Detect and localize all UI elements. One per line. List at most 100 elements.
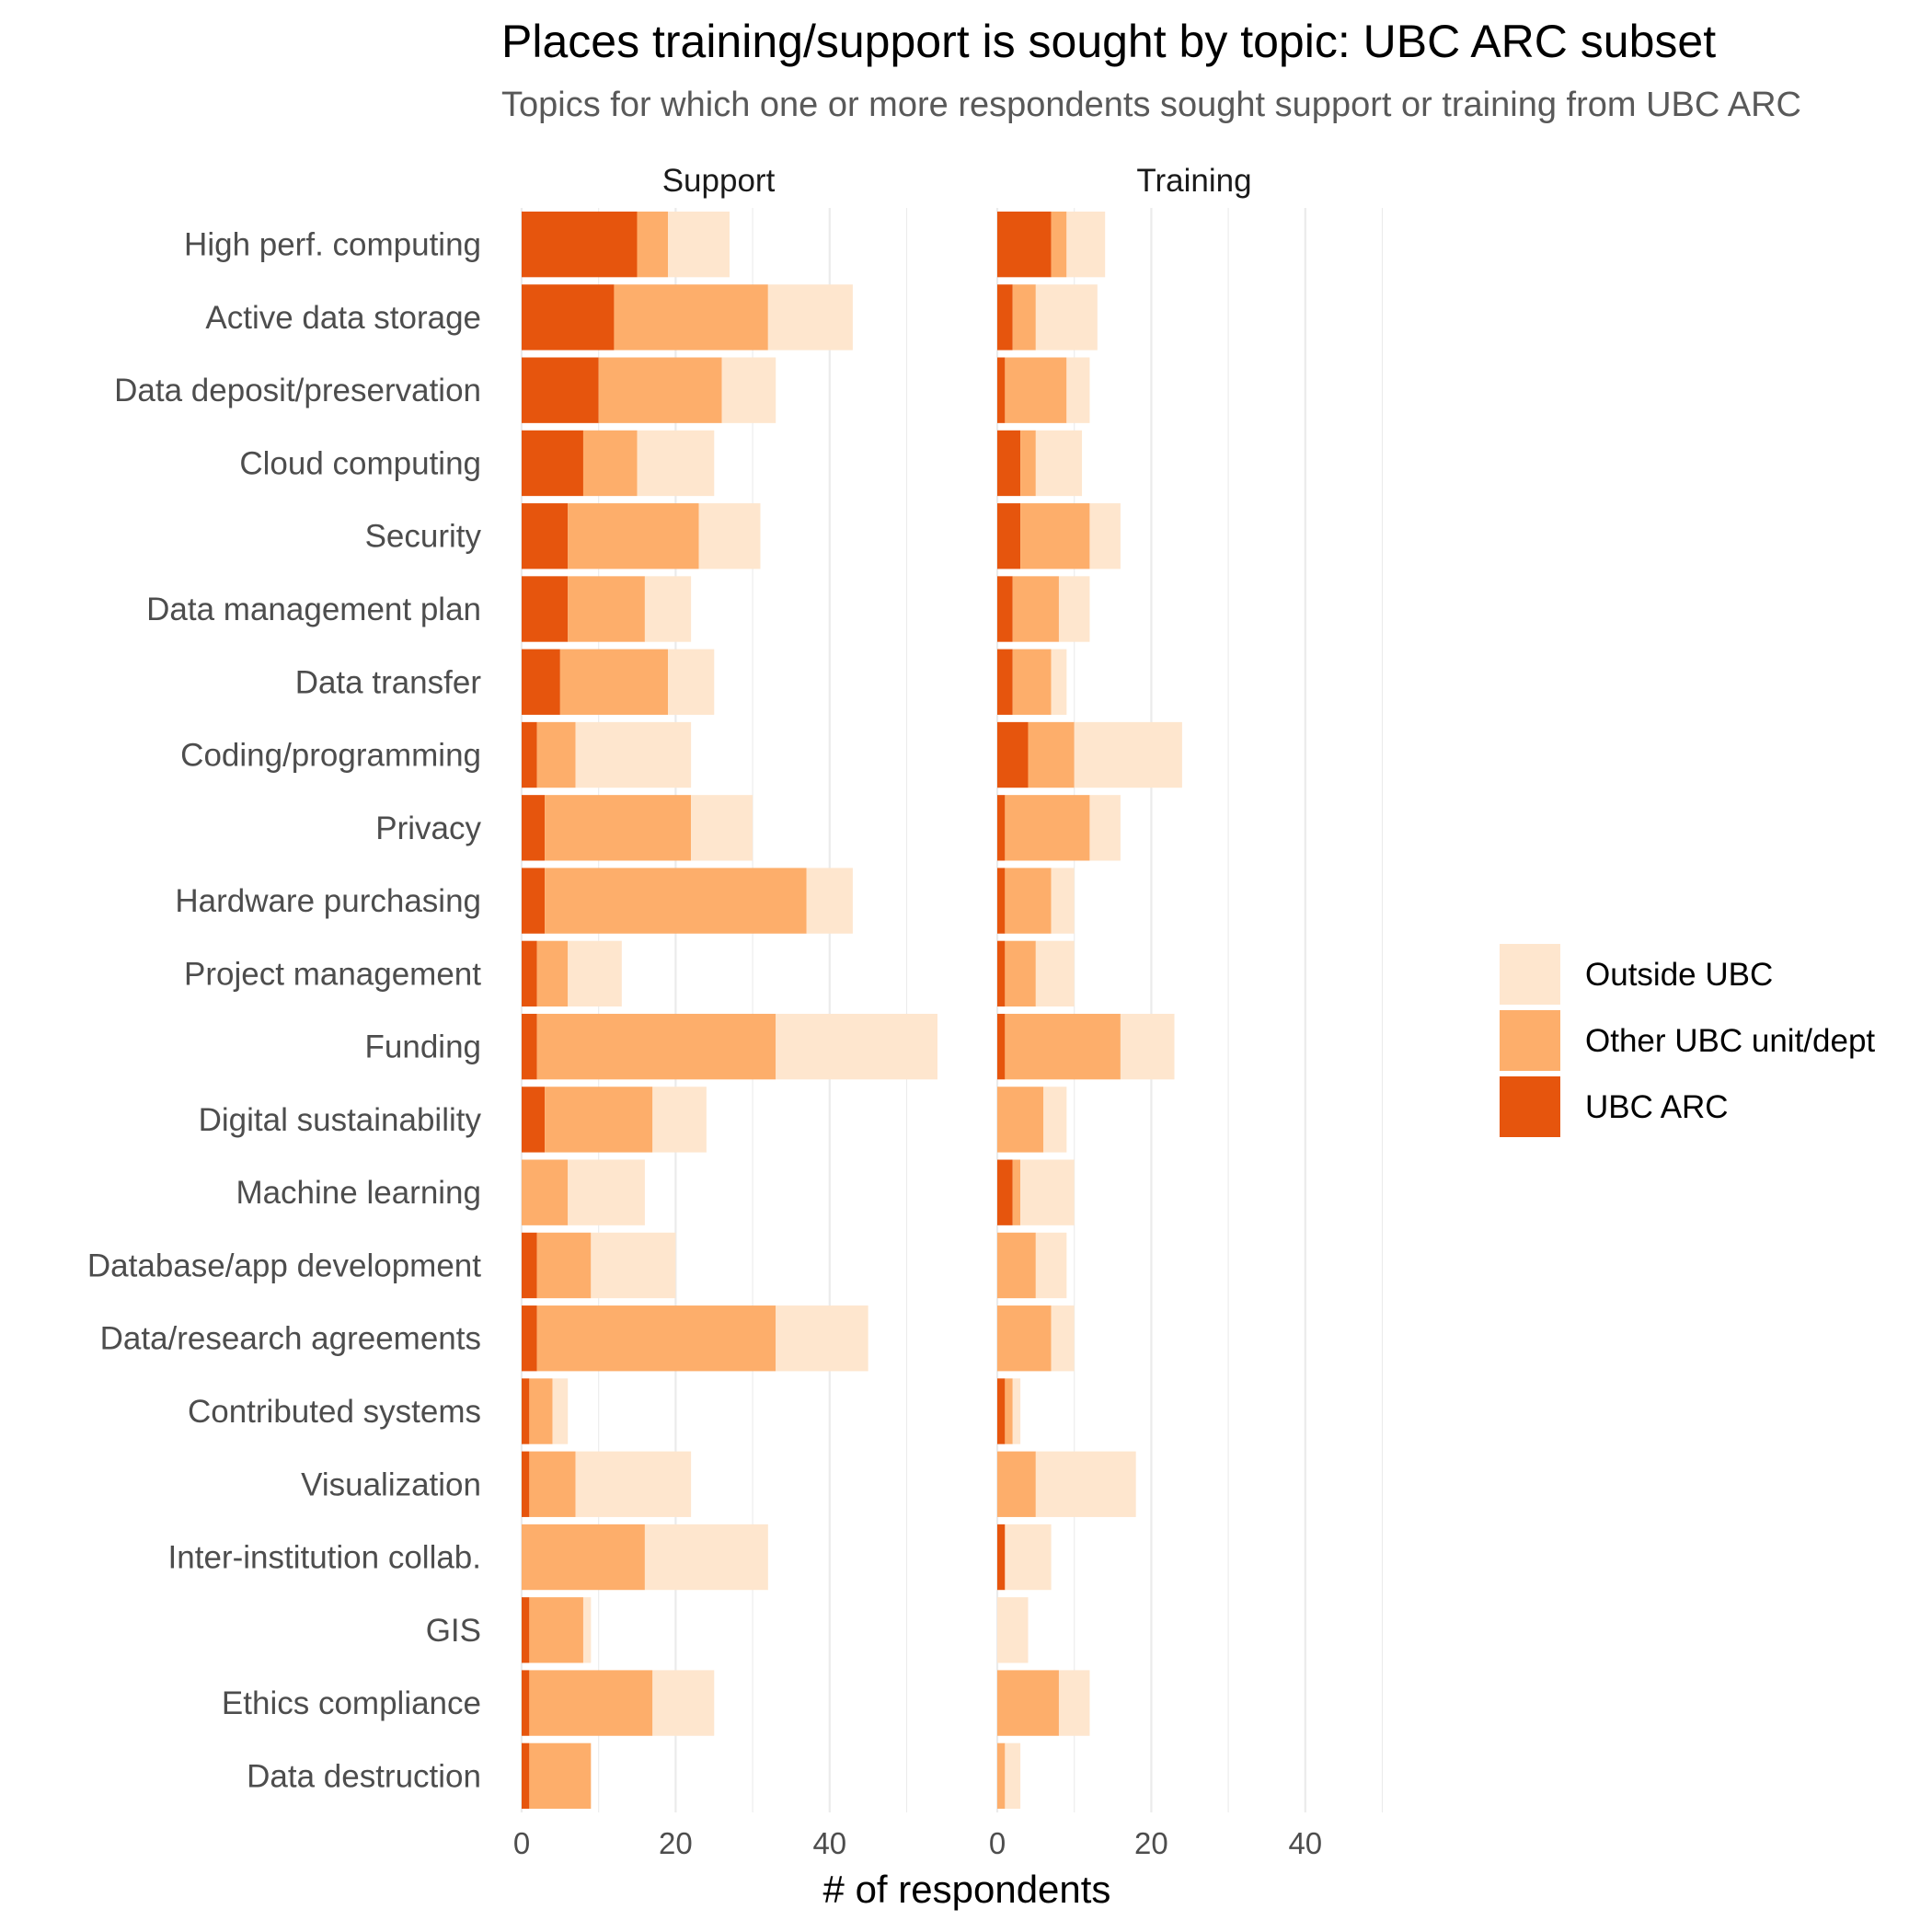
- category-label-funding: Funding: [365, 1029, 481, 1065]
- facet-label-training: Training: [1136, 163, 1251, 199]
- category-labels: High perf. computing Active data storage D…: [87, 227, 482, 1795]
- bar-training-data-destruction-other-ubc-unit-dept: [997, 1742, 1006, 1810]
- bar-training-digital-sustainability-outside-ubc: [1043, 1087, 1067, 1153]
- bar-support-visualization-outside-ubc: [575, 1451, 692, 1517]
- bar-training-cloud-computing-ubc-arc: [997, 430, 1021, 497]
- bar-training-coding-programming-ubc-arc: [997, 721, 1029, 788]
- category-label-gis: GIS: [426, 1613, 481, 1649]
- bar-training-privacy-outside-ubc: [1089, 795, 1121, 861]
- category-label-hardware-purchasing: Hardware purchasing: [175, 883, 481, 919]
- x-tick-support-0: 0: [513, 1826, 530, 1860]
- bar-support-visualization-ubc-arc: [522, 1451, 530, 1517]
- bar-training-high-perf-computing-other-ubc-unit-dept: [1051, 211, 1067, 278]
- category-label-data-research-agreements: Data/research agreements: [100, 1321, 481, 1357]
- bar-support-data-research-agreements-ubc-arc: [522, 1305, 537, 1372]
- bar-support-digital-sustainability-ubc-arc: [522, 1087, 546, 1153]
- panel-support: Support 0 20 40: [513, 163, 937, 1860]
- bar-support-coding-programming-other-ubc-unit-dept: [536, 721, 576, 788]
- category-label-project-management: Project management: [184, 956, 481, 992]
- bar-support-funding-other-ubc-unit-dept: [536, 1013, 776, 1080]
- legend-swatch-other-ubc-unit-dept: [1500, 1010, 1560, 1071]
- bar-support-funding-ubc-arc: [522, 1013, 537, 1080]
- bar-support-data-management-plan-outside-ubc: [644, 576, 692, 642]
- category-label-data-management-plan: Data management plan: [146, 592, 481, 627]
- category-label-inter-institution-collab: Inter-institution collab.: [168, 1540, 481, 1576]
- bar-support-hardware-purchasing-outside-ubc: [806, 868, 853, 934]
- bar-training-privacy-other-ubc-unit-dept: [1005, 795, 1090, 861]
- x-tick-training-40: 40: [1288, 1826, 1322, 1860]
- bar-training-hardware-purchasing-outside-ubc: [1051, 868, 1075, 934]
- bar-training-data-research-agreements-other-ubc-unit-dept: [997, 1305, 1052, 1372]
- bar-training-visualization-other-ubc-unit-dept: [997, 1451, 1036, 1517]
- bar-training-contributed-systems-outside-ubc: [1012, 1378, 1021, 1444]
- category-label-data-deposit-preservation: Data deposit/preservation: [114, 373, 481, 408]
- bar-support-gis-other-ubc-unit-dept: [529, 1597, 583, 1663]
- bar-training-data-deposit-preservation-ubc-arc: [997, 357, 1006, 423]
- bar-training-data-management-plan-outside-ubc: [1058, 576, 1090, 642]
- bar-support-project-management-ubc-arc: [522, 940, 537, 1007]
- bar-training-data-research-agreements-outside-ubc: [1051, 1305, 1075, 1372]
- bar-support-gis-outside-ubc: [582, 1597, 592, 1663]
- bar-support-inter-institution-collab-outside-ubc: [644, 1524, 768, 1591]
- bar-support-cloud-computing-ubc-arc: [522, 430, 583, 497]
- bar-support-data-deposit-preservation-outside-ubc: [721, 357, 776, 423]
- legend-swatch-outside-ubc: [1500, 944, 1560, 1005]
- bar-training-high-perf-computing-outside-ubc: [1066, 211, 1106, 278]
- bar-support-data-destruction-other-ubc-unit-dept: [529, 1742, 592, 1810]
- bar-training-security-outside-ubc: [1089, 503, 1121, 569]
- bar-support-data-research-agreements-outside-ubc: [776, 1305, 868, 1372]
- bar-support-contributed-systems-ubc-arc: [522, 1378, 530, 1444]
- bar-support-coding-programming-outside-ubc: [575, 721, 692, 788]
- bar-training-data-transfer-other-ubc-unit-dept: [1012, 649, 1052, 715]
- bar-support-privacy-outside-ubc: [691, 795, 753, 861]
- bar-training-coding-programming-other-ubc-unit-dept: [1028, 721, 1075, 788]
- bar-support-data-transfer-ubc-arc: [522, 649, 560, 715]
- bar-support-security-other-ubc-unit-dept: [568, 503, 699, 569]
- bar-training-data-transfer-outside-ubc: [1051, 649, 1067, 715]
- bar-support-active-data-storage-ubc-arc: [522, 284, 615, 351]
- bar-support-data-research-agreements-other-ubc-unit-dept: [536, 1305, 776, 1372]
- category-label-ethics-compliance: Ethics compliance: [222, 1685, 481, 1721]
- bar-support-privacy-other-ubc-unit-dept: [545, 795, 692, 861]
- category-label-contributed-systems: Contributed systems: [188, 1394, 481, 1430]
- category-label-data-destruction: Data destruction: [247, 1758, 481, 1794]
- bar-support-data-management-plan-ubc-arc: [522, 576, 569, 642]
- bar-training-visualization-outside-ubc: [1035, 1451, 1136, 1517]
- bar-training-data-deposit-preservation-other-ubc-unit-dept: [1005, 357, 1067, 423]
- bar-support-security-outside-ubc: [698, 503, 761, 569]
- panel-training: Training 0 20 40: [989, 163, 1384, 1860]
- category-label-data-transfer: Data transfer: [295, 664, 482, 700]
- bar-support-data-transfer-other-ubc-unit-dept: [559, 649, 669, 715]
- bar-training-data-transfer-ubc-arc: [997, 649, 1013, 715]
- bar-support-machine-learning-outside-ubc: [568, 1159, 645, 1225]
- bar-support-database-app-development-outside-ubc: [591, 1232, 676, 1299]
- bar-training-data-management-plan-other-ubc-unit-dept: [1012, 576, 1059, 642]
- bar-support-data-transfer-outside-ubc: [668, 649, 715, 715]
- bar-support-active-data-storage-other-ubc-unit-dept: [614, 284, 768, 351]
- bar-training-funding-ubc-arc: [997, 1013, 1006, 1080]
- bar-training-ethics-compliance-other-ubc-unit-dept: [997, 1670, 1059, 1736]
- bar-training-inter-institution-collab-ubc-arc: [997, 1524, 1006, 1591]
- bar-training-data-deposit-preservation-outside-ubc: [1066, 357, 1090, 423]
- bar-training-security-ubc-arc: [997, 503, 1021, 569]
- bar-support-high-perf-computing-other-ubc-unit-dept: [637, 211, 669, 278]
- bar-training-active-data-storage-ubc-arc: [997, 284, 1013, 351]
- bar-training-machine-learning-outside-ubc: [1020, 1159, 1075, 1225]
- bar-support-security-ubc-arc: [522, 503, 569, 569]
- bar-training-contributed-systems-ubc-arc: [997, 1378, 1006, 1444]
- category-label-digital-sustainability: Digital sustainability: [199, 1102, 482, 1138]
- bar-support-database-app-development-ubc-arc: [522, 1232, 537, 1299]
- bar-support-project-management-outside-ubc: [568, 940, 622, 1007]
- x-tick-training-20: 20: [1134, 1826, 1168, 1860]
- bar-support-cloud-computing-outside-ubc: [637, 430, 715, 497]
- bar-support-ethics-compliance-other-ubc-unit-dept: [529, 1670, 653, 1736]
- legend-label-outside-ubc: Outside UBC: [1585, 957, 1773, 993]
- bar-support-cloud-computing-other-ubc-unit-dept: [582, 430, 638, 497]
- bar-support-gis-ubc-arc: [522, 1597, 530, 1663]
- bar-training-coding-programming-outside-ubc: [1074, 721, 1182, 788]
- category-label-visualization: Visualization: [301, 1466, 481, 1502]
- bar-support-active-data-storage-outside-ubc: [767, 284, 853, 351]
- bar-support-project-management-other-ubc-unit-dept: [536, 940, 569, 1007]
- x-tick-support-20: 20: [659, 1826, 693, 1860]
- bar-training-cloud-computing-other-ubc-unit-dept: [1020, 430, 1036, 497]
